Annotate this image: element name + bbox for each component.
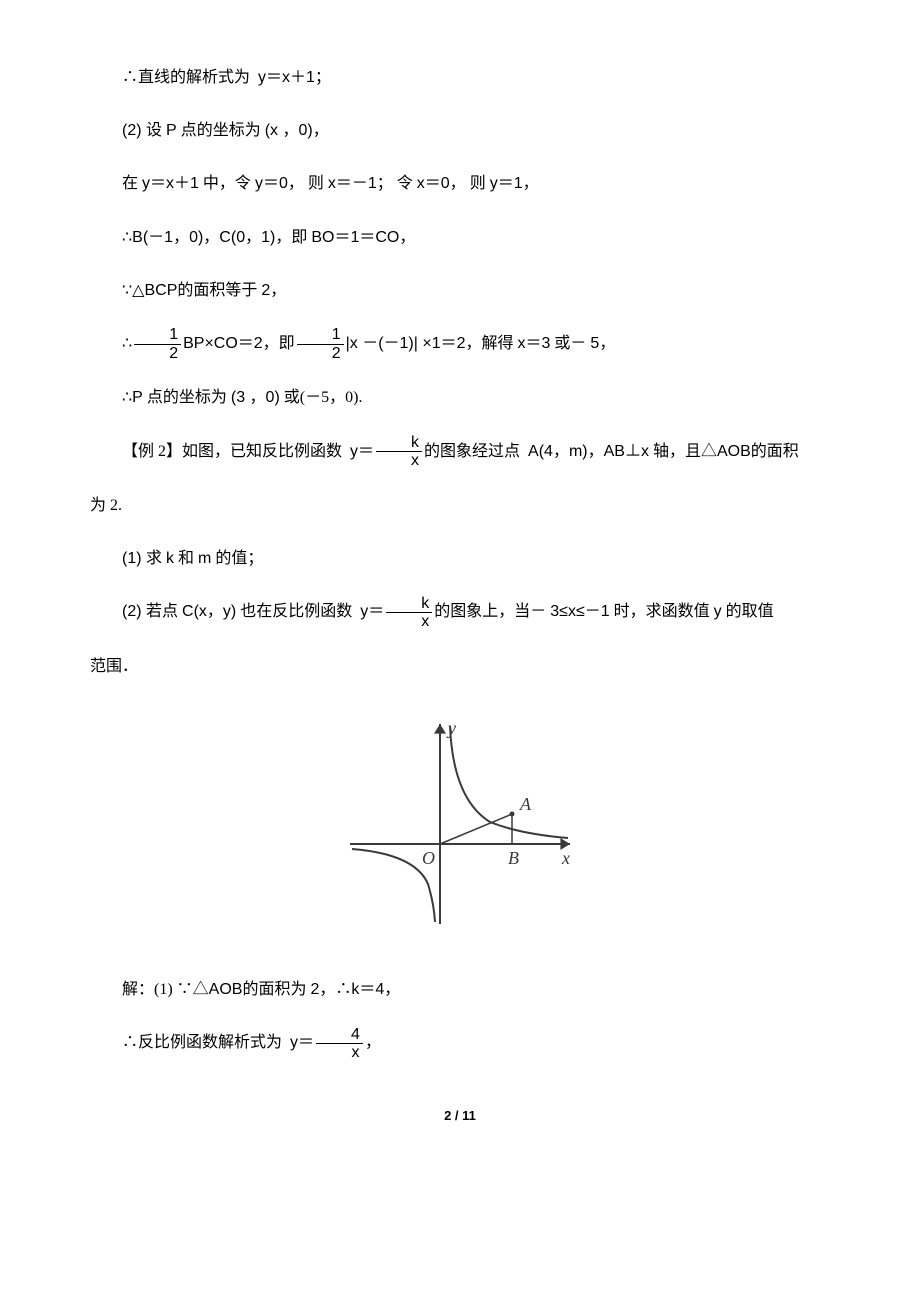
fraction-kx: kx — [386, 595, 432, 631]
line-8: 【例 2】如图，已知反比例函数 y＝kx的图象经过点 A(4，m)，AB⊥x 轴… — [90, 434, 830, 470]
text: 解：(1) ∵△ — [122, 981, 209, 998]
text: ∴反比例函数解析式为 — [122, 1034, 282, 1051]
line-14: ∴反比例函数解析式为 y＝4x， — [90, 1025, 830, 1061]
text: (2) 设 — [122, 122, 162, 139]
text: 5， — [590, 335, 615, 352]
fraction-4x: 4x — [316, 1026, 363, 1062]
svg-text:O: O — [422, 848, 435, 868]
fraction-kx: kx — [376, 434, 422, 470]
expr: |x －(－1)| ×1＝2，解得 — [346, 335, 514, 352]
text: 则 — [308, 175, 324, 192]
text: 范围． — [90, 658, 138, 675]
line-13: 解：(1) ∵△AOB的面积为 2，∴k＝4， — [90, 972, 830, 1007]
text: 2，∴k＝4， — [310, 981, 400, 998]
svg-text:x: x — [561, 848, 570, 868]
text: 的面积 — [751, 443, 799, 460]
text: ∴直线的解析式为 — [122, 69, 250, 86]
text: 的值； — [215, 550, 263, 567]
text: 为 2. — [90, 497, 122, 514]
text: (2) 若点 — [122, 603, 178, 620]
text: 时，求函数值 — [614, 603, 710, 620]
expr: BP×CO＝2，即 — [183, 335, 295, 352]
text: y — [714, 603, 722, 620]
line-10: (1) 求 k 和 m 的值； — [90, 541, 830, 576]
text: k — [166, 550, 174, 567]
text: 点的坐标为 — [147, 389, 227, 406]
text: 的取值 — [726, 603, 774, 620]
text: m — [198, 550, 211, 567]
svg-text:B: B — [508, 848, 519, 868]
line-5: ∵△BCP的面积等于 2， — [90, 273, 830, 308]
text: ∴ — [122, 335, 132, 352]
line-11: (2) 若点 C(x，y) 也在反比例函数 y＝kx的图象上，当－ 3≤x≤－1… — [90, 594, 830, 630]
line-9: 为 2. — [90, 488, 830, 523]
text: 的面积为 — [242, 981, 306, 998]
expr: y＝ — [350, 443, 374, 460]
fraction-half: 12 — [134, 326, 181, 362]
expr: x＝3 — [518, 335, 551, 352]
hyperbola-graph-icon: y x O A B — [340, 714, 580, 934]
text: BCP — [144, 282, 177, 299]
line-6: ∴12BP×CO＝2，即12|x －(－1)| ×1＝2，解得 x＝3 或－ 5… — [90, 326, 830, 362]
text: 和 — [178, 550, 194, 567]
text: AOB — [209, 981, 243, 998]
expr: y＝0， — [255, 175, 304, 192]
text: 的面积等于 — [177, 282, 257, 299]
text: 中，令 — [203, 175, 251, 192]
text: ∴B(－1，0)，C(0，1)，即 — [122, 229, 307, 246]
text: ∵△ — [122, 282, 144, 299]
text: ， — [365, 1034, 381, 1051]
line-1: ∴直线的解析式为 y＝x＋1； — [90, 60, 830, 95]
text: P — [166, 122, 177, 139]
line-7: ∴P 点的坐标为 (3 ，0) 或(－5，0). — [90, 380, 830, 415]
expr: y＝ — [290, 1034, 314, 1051]
page-footer: 2 / 11 — [90, 1102, 830, 1131]
text: 的图象上，当－ — [434, 603, 546, 620]
text: (3 ，0) — [231, 389, 280, 406]
text: AOB — [717, 443, 751, 460]
expr: y＝x＋1； — [258, 69, 331, 86]
graph-figure: y x O A B — [90, 714, 830, 947]
text: 点的坐标为 — [181, 122, 261, 139]
text: C(x，y) — [182, 603, 236, 620]
expr: y＝ — [360, 603, 384, 620]
line-12: 范围． — [90, 649, 830, 684]
text: (1) 求 — [122, 550, 162, 567]
line-4: ∴B(－1，0)，C(0，1)，即 BO＝1＝CO， — [90, 220, 830, 255]
text: 则 — [470, 175, 486, 192]
text: 的图象经过点 — [424, 443, 520, 460]
svg-text:A: A — [519, 794, 532, 814]
text: (x ，0)， — [265, 122, 329, 139]
expr: BO＝1＝CO， — [311, 229, 415, 246]
expr: 3≤x≤－1 — [550, 603, 609, 620]
text: 或(－5，0). — [284, 389, 363, 406]
text: 或－ — [554, 335, 586, 352]
text: 令 — [397, 175, 413, 192]
line-2: (2) 设 P 点的坐标为 (x ，0)， — [90, 113, 830, 148]
svg-text:y: y — [446, 718, 456, 738]
fraction-half: 12 — [297, 326, 344, 362]
text: A(4，m)，AB⊥x — [528, 443, 649, 460]
expr: x＝－1； — [328, 175, 393, 192]
text: ∴P — [122, 389, 143, 406]
expr: y＝x＋1 — [142, 175, 199, 192]
line-3: 在 y＝x＋1 中，令 y＝0， 则 x＝－1； 令 x＝0， 则 y＝1， — [90, 166, 830, 201]
expr: x＝0， — [417, 175, 466, 192]
text: 2， — [261, 282, 286, 299]
expr: y＝1， — [490, 175, 539, 192]
text: 也在反比例函数 — [240, 603, 352, 620]
text: 【例 2】如图，已知反比例函数 — [122, 443, 342, 460]
text: 在 — [122, 175, 138, 192]
text: 轴，且△ — [653, 443, 717, 460]
